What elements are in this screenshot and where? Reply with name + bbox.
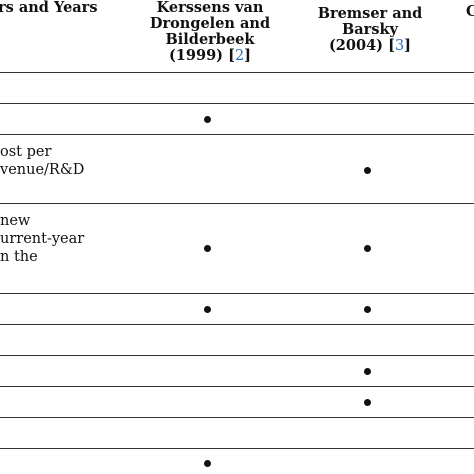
citation-link-3[interactable]: 3 — [394, 38, 405, 54]
header-bremser-year: (2004) [3] — [310, 37, 430, 55]
header-kerssens-line-1: Kerssens van — [156, 0, 264, 16]
header-kerssens-line-3: Bilderbeek — [165, 31, 255, 48]
table-rule — [0, 324, 474, 325]
header-next-column: C — [466, 4, 474, 20]
table-rule — [0, 134, 474, 135]
table-rule — [0, 355, 474, 356]
header-bremser-2004: Bremser and Barsky (2004) [3] — [310, 5, 430, 55]
table-rule — [0, 417, 474, 418]
header-kerssens-line-2: Drongelen and — [149, 15, 271, 32]
row-text-line: urrent-year — [0, 231, 85, 247]
table-row-text: new urrent-year n the — [0, 212, 84, 266]
citation-link-2[interactable]: 2 — [234, 48, 245, 64]
header-bremser-year-text: (2004) [ — [328, 37, 395, 54]
bullet-mark — [364, 245, 371, 252]
header-next-column-label: C — [466, 3, 474, 20]
table-rule — [0, 103, 474, 104]
bullet-mark — [204, 306, 211, 313]
table-rule — [0, 293, 474, 294]
bullet-mark — [204, 245, 211, 252]
bullet-mark — [204, 116, 211, 123]
header-kerssens-1999: Kerssens van Drongelen and Bilderbeek (1… — [140, 0, 280, 64]
bullet-mark — [364, 306, 371, 313]
row-text-line: n the — [0, 249, 38, 265]
bullet-mark — [364, 167, 371, 174]
header-bremser-line-2: Barsky — [342, 21, 398, 38]
row-text-line: new — [0, 213, 31, 229]
header-bremser-bracket: ] — [404, 37, 412, 54]
header-authors-years: rs and Years — [0, 0, 98, 16]
row-text-line: ost per — [0, 144, 52, 160]
header-kerssens-year-text: (1999) [ — [168, 47, 235, 64]
table-rule — [0, 72, 474, 73]
bullet-mark — [364, 368, 371, 375]
header-kerssens-bracket: ] — [244, 47, 252, 64]
header-authors-years-label: rs and Years — [0, 0, 98, 16]
header-bremser-line-1: Bremser and — [317, 5, 423, 22]
bullet-mark — [364, 399, 371, 406]
table-row-text: ost per venue/R&D — [0, 143, 84, 179]
bullet-mark — [204, 460, 211, 467]
table-rule — [0, 386, 474, 387]
row-text-line: venue/R&D — [0, 162, 85, 178]
table-rule — [0, 203, 474, 204]
header-kerssens-year: (1999) [2] — [140, 47, 280, 65]
table-rule — [0, 448, 474, 449]
